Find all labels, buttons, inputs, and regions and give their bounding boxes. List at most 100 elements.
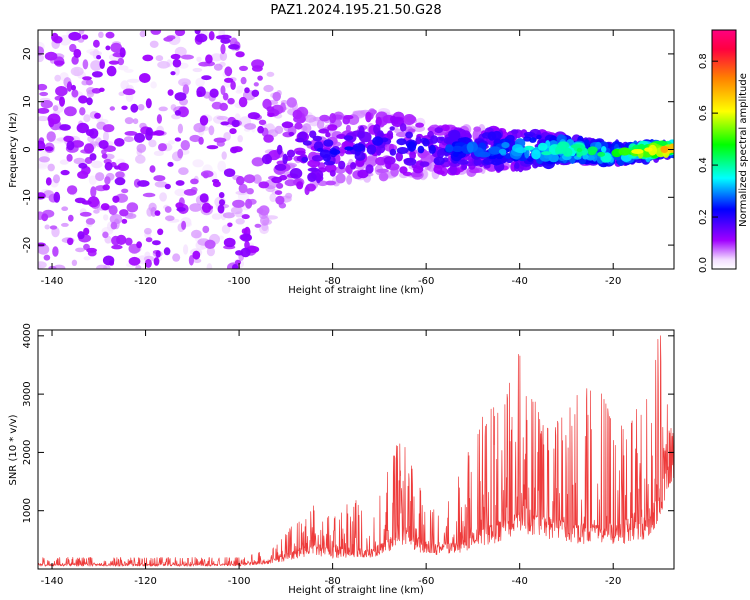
spectrogram-cell (144, 258, 152, 268)
spectrogram-cell (111, 244, 123, 250)
spectrogram-cell (286, 149, 296, 158)
spectrogram-cell (344, 146, 354, 151)
spectrogram-cell (174, 67, 180, 76)
spectrogram-cell (53, 174, 60, 184)
colorbar-tick-label: 0.2 (698, 209, 709, 225)
spectrogram-cell (229, 128, 237, 135)
spectrogram-cell (59, 124, 71, 131)
spectrogram-cell (41, 213, 49, 222)
spectrogram-cell (77, 231, 85, 240)
spectrogram-cell (101, 153, 108, 159)
spectrogram-cell (237, 135, 243, 143)
spectrogram-cell (157, 228, 164, 236)
spectrogram-cell (329, 113, 337, 124)
spectrogram-cell (104, 161, 113, 171)
spectrogram-cell (110, 42, 122, 53)
spectrogram-cell (105, 45, 111, 51)
spectrogram-cell (211, 213, 222, 220)
spectrogram-cell (224, 66, 233, 77)
spectrogram-cell (247, 112, 260, 120)
spectrogram-cell (94, 112, 101, 119)
spectrogram-cell (118, 65, 129, 71)
spectrogram-cell (473, 126, 482, 132)
spectrogram-cell (395, 131, 408, 138)
spectrogram-cell (323, 139, 334, 147)
spectrogram-cell (217, 204, 225, 214)
spectrogram-cell (192, 159, 204, 168)
spectrogram-cell (488, 146, 502, 155)
spectrogram-cell (449, 130, 461, 141)
spectrogram-cell (395, 151, 403, 162)
spectrogram-cell (365, 164, 374, 174)
spectrogram-cell (38, 107, 50, 114)
spectrogram-cell (316, 147, 324, 152)
snr-series-line (38, 335, 674, 567)
spectrogram-cell (66, 185, 78, 195)
spectrogram-cell (190, 178, 199, 185)
spectrogram-cell (282, 153, 288, 165)
spectrogram-cell (335, 173, 346, 184)
spectrogram-cell (154, 181, 168, 188)
spectrogram-cell (491, 158, 502, 166)
spectrogram-cell (302, 140, 312, 146)
spectrogram-cell (85, 129, 95, 137)
spectrogram-cell (71, 140, 84, 148)
spectrogram-cell (102, 255, 115, 266)
y-tick-label: 20 (22, 48, 33, 61)
spectrogram-cell (52, 246, 59, 257)
spectrogram-cell (78, 95, 88, 104)
spectrogram-cell (79, 107, 86, 116)
spectrogram-cell (213, 137, 227, 143)
spectrogram-cell (66, 140, 75, 151)
spectrogram-cell (114, 138, 125, 147)
spectrogram-cell (433, 156, 445, 166)
spectrogram-cell (90, 60, 102, 71)
spectrogram-cell (177, 123, 183, 134)
spectrogram-cell (164, 183, 171, 190)
x-tick-label: -100 (228, 276, 251, 287)
spectrogram-cell (181, 220, 187, 230)
spectrogram-cell (164, 206, 172, 213)
spectrogram-cell (168, 140, 175, 145)
spectrogram-cell (224, 77, 234, 83)
spectrogram-cell (403, 114, 416, 125)
spectrogram-cell (44, 224, 50, 230)
spectrogram-cell (420, 151, 430, 156)
spectrogram-cell (86, 97, 93, 106)
spectrogram-cell (82, 59, 89, 70)
spectrogram-cell (156, 114, 162, 124)
spectrogram-cell (524, 145, 534, 151)
x-tick-label: -40 (512, 276, 528, 287)
spectrogram-cell (130, 103, 139, 113)
spectrogram-cell (193, 122, 206, 133)
spectrogram-cell (189, 134, 201, 143)
spectrogram-cell (307, 159, 321, 168)
spectrogram-cell (265, 153, 271, 164)
spectrogram-cell (93, 39, 100, 48)
spectrogram-cell (177, 106, 189, 118)
spectrogram-cell (230, 80, 236, 90)
spectrogram-cell (82, 76, 92, 81)
spectrogram-cell (71, 55, 79, 65)
spectrogram-cell (103, 131, 109, 142)
spectrogram-cell (137, 180, 150, 187)
spectrogram-cell (38, 53, 44, 63)
spectrogram-cell (102, 184, 110, 191)
spectrogram-cell (648, 144, 657, 156)
spectrogram-cell (389, 148, 397, 156)
spectrogram-cell (618, 147, 631, 156)
spectrogram-cell (319, 114, 330, 122)
spectrogram-cell (246, 188, 254, 195)
spectrogram-cell (73, 48, 82, 58)
spectrogram-cell (213, 63, 223, 71)
spectrogram-cell (238, 183, 248, 194)
spectrogram-cell (202, 225, 210, 234)
spectrogram-cell (433, 165, 443, 174)
spectrogram-cell (243, 174, 256, 184)
spectrogram-cell (174, 137, 182, 142)
spectrogram-cell (254, 223, 262, 228)
spectrogram-cell (276, 182, 284, 189)
spectrogram-cell (195, 77, 205, 87)
